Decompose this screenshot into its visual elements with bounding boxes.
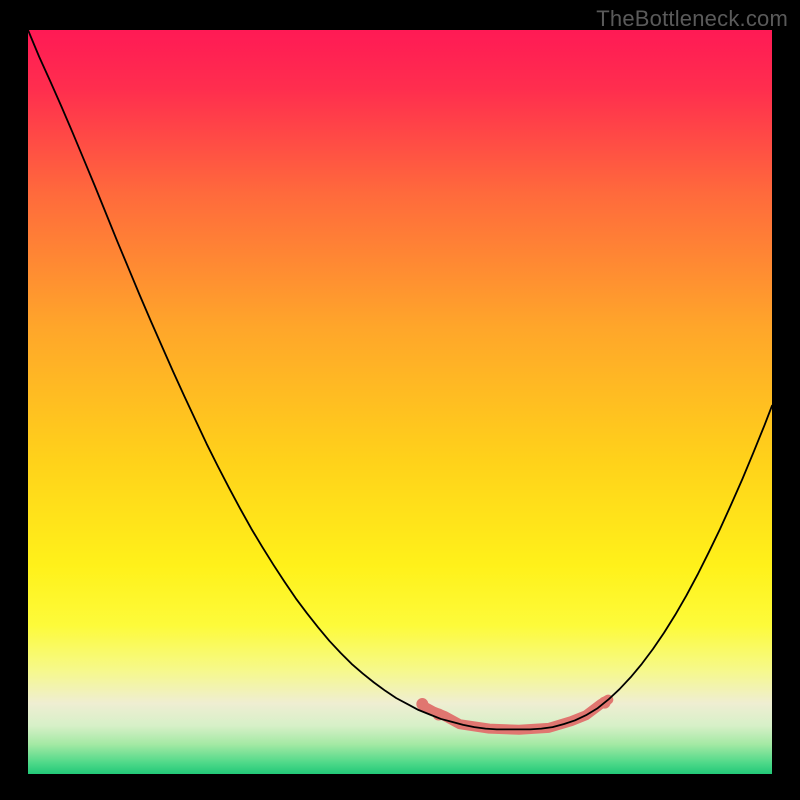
bottleneck-chart: [28, 30, 772, 774]
chart-frame: TheBottleneck.com: [0, 0, 800, 800]
plot-area: [28, 30, 772, 774]
watermark-text: TheBottleneck.com: [596, 6, 788, 32]
gradient-background: [28, 30, 772, 774]
